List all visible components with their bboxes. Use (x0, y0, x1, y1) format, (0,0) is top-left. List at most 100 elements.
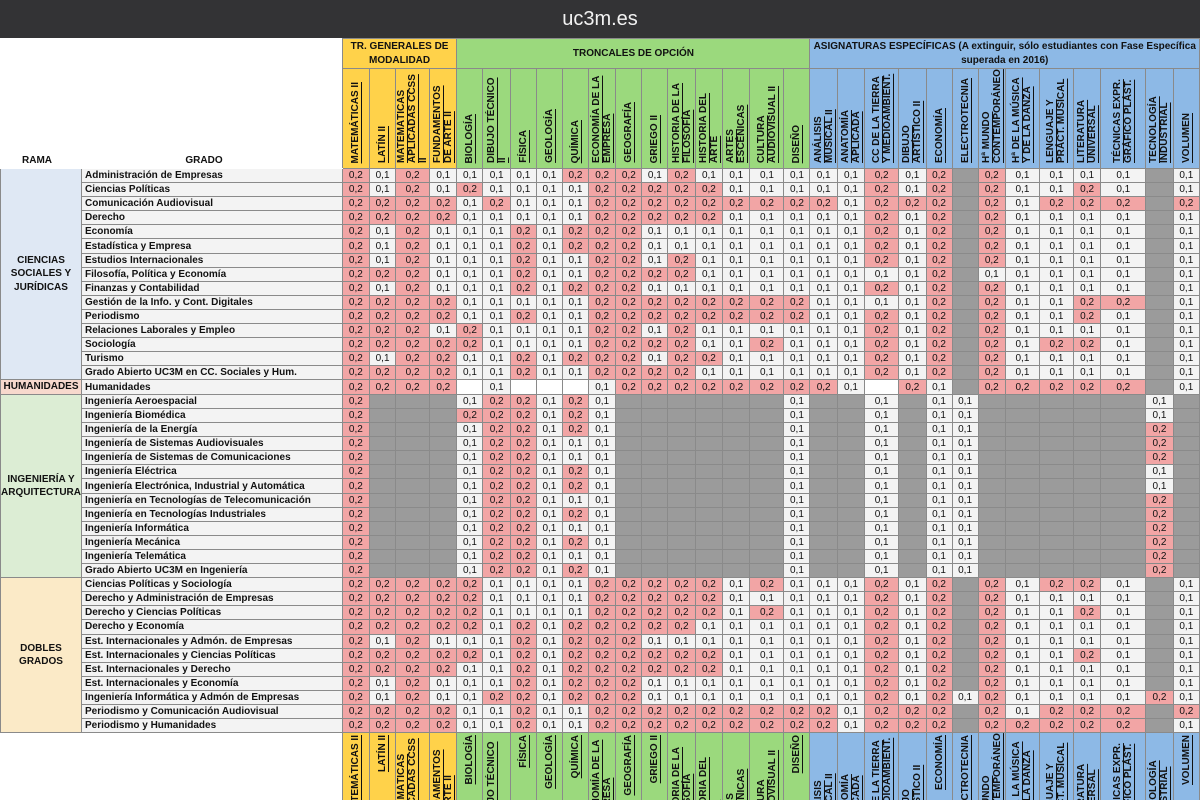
weight-cell: 0,1 (836, 718, 866, 734)
grado-name: Derecho y Administración de Empresas (81, 591, 343, 607)
weight-cell: 0,1 (809, 365, 838, 381)
weight-cell: 0,1 (1072, 619, 1102, 635)
subject-footer-literatura-universal: LITERATURA UNIVERSAL (1072, 732, 1102, 800)
weight-cell: 0,1 (1004, 703, 1040, 720)
weight-cell: 0,1 (898, 308, 927, 325)
subject-footer-fundamentos-de-arte-ii: FUNDAMENTOS DE ARTE II (429, 732, 458, 800)
weight-cell: 0,2 (722, 718, 751, 734)
weight-cell: 0,1 (783, 365, 811, 381)
weight-cell (535, 379, 563, 395)
weight-cell (1145, 365, 1174, 381)
weight-cell: 0,2 (925, 308, 953, 325)
weight-cell (429, 492, 458, 508)
weight-cell: 0,1 (694, 619, 724, 635)
weight-cell: 0,2 (667, 619, 696, 635)
weight-cell: 0,2 (341, 393, 371, 410)
weight-cell: 0,1 (1172, 351, 1200, 367)
weight-cell: 0,2 (694, 196, 724, 212)
weight-cell: 0,2 (925, 365, 953, 381)
weight-cell: 0,1 (429, 675, 458, 691)
weight-cell (641, 393, 669, 410)
weight-cell: 0,1 (535, 577, 563, 593)
weight-cell: 0,1 (749, 661, 785, 677)
weight-cell: 0,1 (456, 238, 484, 254)
weight-cell: 0,1 (898, 365, 927, 381)
weight-cell: 0,1 (898, 182, 927, 198)
weight-cell: 0,1 (535, 196, 563, 212)
weight-cell (1038, 464, 1074, 480)
weight-cell: 0,2 (369, 266, 397, 282)
weight-cell: 0,2 (456, 577, 484, 593)
grado-name: Finanzas y Contabilidad (81, 280, 343, 296)
subject-footer-latin-ii: LATÍN II (369, 732, 397, 800)
weight-cell: 0,1 (722, 619, 751, 635)
weight-cell: 0,1 (1100, 182, 1147, 198)
weight-cell (749, 478, 785, 494)
weight-cell: 0,1 (456, 393, 484, 410)
weight-cell: 0,1 (561, 337, 589, 353)
weight-cell: 0,1 (783, 422, 811, 438)
grado-name: Ciencias Políticas (81, 182, 343, 198)
weight-cell: 0,1 (749, 351, 785, 367)
weight-cell (722, 520, 751, 536)
weight-cell: 0,2 (667, 718, 696, 734)
weight-cell: 0,1 (836, 224, 866, 240)
weight-cell: 0,1 (951, 393, 979, 410)
weight-cell: 0,2 (925, 647, 953, 663)
weight-cell (1072, 436, 1102, 452)
weight-cell: 0,1 (783, 605, 811, 621)
weight-cell: 0,1 (836, 252, 866, 268)
weight-cell (694, 478, 724, 494)
weight-cell: 0,2 (694, 718, 724, 734)
weight-cell (1145, 266, 1174, 282)
weight-cell: 0,1 (369, 224, 397, 240)
weight-cell: 0,1 (1038, 591, 1074, 607)
weight-cell (615, 548, 643, 565)
weight-cell: 0,1 (722, 252, 751, 268)
subject-header-literatura-universal: LITERATURA UNIVERSAL (1072, 68, 1102, 169)
weight-cell (694, 450, 724, 466)
weight-cell: 0,2 (925, 182, 953, 198)
weight-cell: 0,1 (667, 633, 696, 649)
table-row: Ingeniería Biomédica 0,2 0,2 0,2 0,2 0,1 0,2 0,… (1, 407, 1200, 424)
weight-cell: 0,2 (783, 703, 811, 720)
grado-name: Ingeniería Aeroespacial (81, 393, 343, 410)
weight-cell (429, 422, 458, 438)
grado-name: Gestión de la Info. y Cont. Digitales (81, 294, 343, 310)
weight-cell (951, 619, 979, 635)
weight-cell: 0,1 (836, 196, 866, 212)
weight-cell: 0,1 (809, 210, 838, 226)
weight-cell: 0,2 (395, 689, 431, 705)
weight-cell: 0,2 (369, 661, 397, 677)
weight-cell: 0,2 (369, 308, 397, 325)
weight-cell (951, 379, 979, 395)
weight-cell: 0,1 (1172, 337, 1200, 353)
weight-cell: 0,1 (1038, 308, 1074, 325)
weight-cell: 0,2 (395, 661, 431, 677)
weight-cell: 0,1 (482, 619, 511, 635)
weight-cell: 0,1 (1100, 351, 1147, 367)
weight-cell: 0,1 (587, 379, 617, 395)
weight-cell: 0,1 (1172, 605, 1200, 621)
weight-cell: 0,1 (369, 689, 397, 705)
weight-cell (395, 393, 431, 410)
weight-cell: 0,1 (1100, 633, 1147, 649)
weight-cell: 0,2 (509, 506, 537, 522)
weight-cell: 0,2 (1038, 337, 1074, 353)
weight-cell (694, 534, 724, 550)
weight-cell (1100, 534, 1147, 550)
weight-cell: 0,2 (925, 351, 953, 367)
subject-footer-h-de-la-musica-y-de-la-danza: Hª DE LA MÚSICA Y DE LA DANZA (1004, 732, 1040, 800)
weight-cell: 0,1 (456, 280, 484, 296)
weight-cell: 0,1 (783, 337, 811, 353)
weight-cell: 0,2 (925, 703, 953, 720)
weight-cell (951, 647, 979, 663)
weight-cell: 0,2 (694, 351, 724, 367)
weight-cell: 0,1 (482, 633, 511, 649)
weight-cell: 0,2 (587, 577, 617, 593)
weight-cell: 0,2 (1145, 436, 1174, 452)
weight-cell: 0,1 (898, 337, 927, 353)
weight-cell: 0,1 (951, 407, 979, 424)
weight-cell: 0,1 (694, 633, 724, 649)
weight-cell: 0,1 (749, 224, 785, 240)
